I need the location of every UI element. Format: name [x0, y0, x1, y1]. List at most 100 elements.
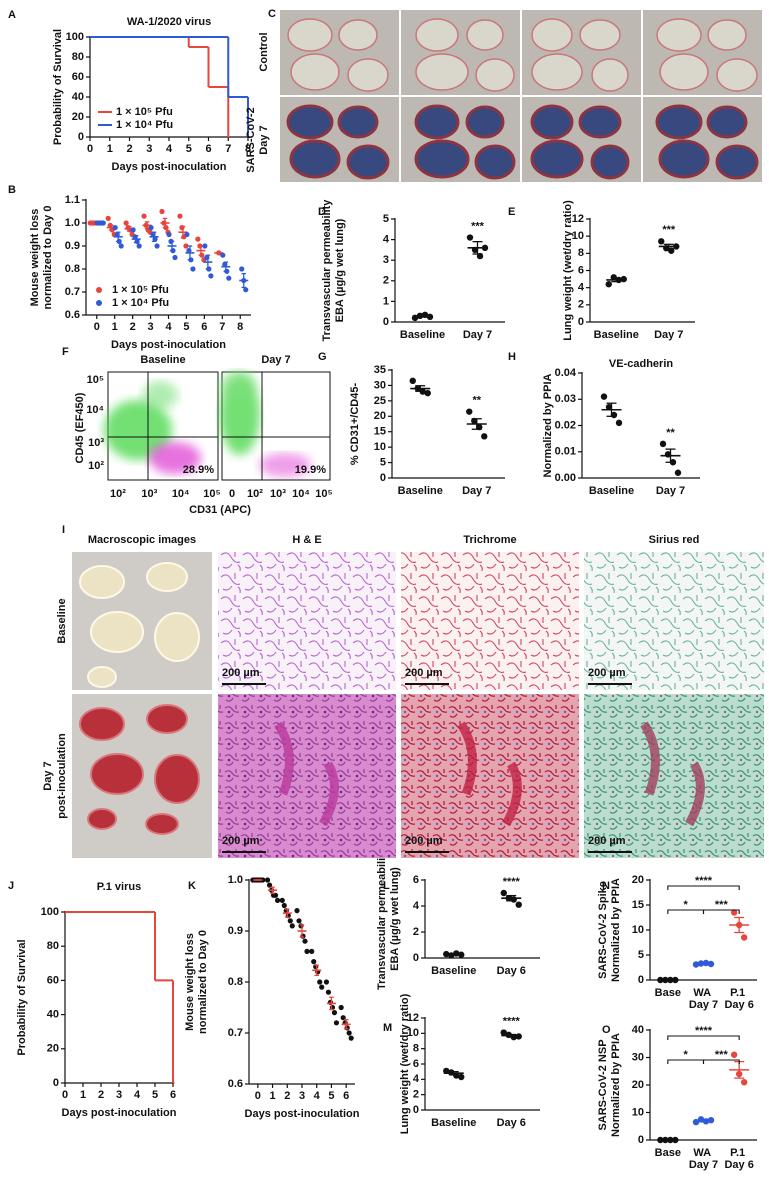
x-tick-label: 0	[62, 1089, 68, 1101]
y-tick-label: 100	[41, 906, 59, 918]
x-tick-label: Day 7	[656, 485, 685, 497]
data-point	[243, 287, 249, 293]
x-tick-label: 5	[328, 1090, 334, 1102]
x-tick-label: 0	[229, 488, 235, 500]
error-bar	[665, 448, 676, 463]
photo-organ	[286, 104, 334, 140]
y-axis-label: Transvascular permeability	[321, 199, 333, 342]
significance: ****	[503, 1015, 521, 1027]
significance: ****	[503, 876, 521, 888]
data-point	[195, 236, 201, 242]
data-point	[208, 273, 214, 279]
error-bar	[187, 245, 193, 261]
y-tick-label: 40	[72, 91, 84, 103]
row-label: SARS-CoV-2	[245, 107, 257, 172]
x-tick-label: 10⁴	[172, 488, 190, 500]
histology-image	[218, 552, 396, 690]
y-tick-label: 0	[380, 472, 386, 484]
data-point	[327, 999, 334, 1006]
data-point	[458, 1073, 465, 1081]
data-point	[674, 469, 682, 476]
data-point	[348, 1035, 354, 1041]
histology-image	[218, 694, 396, 858]
scale-bar-label: 200 µm	[405, 667, 443, 679]
legend-label: 1 × 10⁴ Pfu	[112, 297, 169, 309]
scale-bar-label: 200 µm	[588, 835, 626, 847]
data-point	[620, 275, 627, 283]
panel-letter: F	[62, 346, 69, 358]
macro-organ	[146, 562, 188, 592]
x-tick-label: 10⁵	[315, 488, 332, 500]
comparison-bracket	[702, 909, 740, 914]
x-tick-label: 10²	[247, 488, 263, 500]
y-axis-label: normalized to Day 0	[42, 206, 54, 310]
data-point	[615, 419, 623, 427]
error-bar	[205, 254, 211, 270]
error-bar	[126, 225, 132, 232]
y-tick-label: 0.03	[555, 393, 576, 405]
y-tick-label: 40	[632, 1024, 644, 1036]
data-point	[112, 225, 118, 231]
y-tick-label: 8	[413, 1043, 419, 1055]
y-tick-label: 30	[632, 1051, 644, 1063]
x-tick-label: Baseline	[431, 1117, 476, 1129]
y-tick-label: 4	[413, 1073, 420, 1085]
y-tick-label: 35	[374, 364, 386, 376]
x-tick-label: 7	[225, 143, 231, 155]
error-bar	[448, 953, 459, 956]
y-tick-label: 10⁵	[87, 374, 104, 386]
scale-bar-label: 200 µm	[222, 835, 260, 847]
y-axis-label: SARS-CoV-2 NSP	[597, 1039, 609, 1130]
data-point	[296, 918, 302, 924]
macro-organ	[79, 565, 125, 599]
comparison-bracket	[667, 885, 740, 890]
error-bar	[506, 1033, 517, 1038]
gate-percent: 28.9%	[183, 464, 214, 476]
x-tick-label: 6	[343, 1090, 349, 1102]
error-bar	[448, 1071, 459, 1076]
photo-organ	[337, 105, 379, 139]
macro-organ	[87, 808, 117, 830]
column-header: H & E	[292, 534, 321, 546]
y-tick-label: 4	[383, 234, 390, 246]
panel-letter: B	[8, 184, 16, 196]
error-bar	[506, 894, 517, 902]
y-tick-label: 0.6	[228, 1078, 243, 1090]
panel-letter: I	[62, 524, 65, 536]
photo-organ	[655, 104, 703, 140]
error-bar	[285, 908, 290, 918]
y-axis-label: Mouse weight loss	[29, 209, 41, 307]
x-tick-label: 5	[183, 321, 189, 333]
data-point	[730, 1051, 738, 1058]
comparison-label: ***	[715, 1049, 729, 1061]
data-point	[159, 208, 165, 215]
y-axis-label: CD45 (EF450)	[74, 392, 86, 463]
x-tick-label: 2	[284, 1090, 290, 1102]
data-point	[409, 377, 416, 384]
y-tick-label: 80	[72, 51, 84, 63]
photo-organ	[531, 53, 583, 91]
y-tick-label: 15	[374, 426, 386, 438]
panel-letter: A	[8, 9, 16, 21]
y-tick-label: 4	[578, 282, 585, 294]
histology-image	[584, 552, 764, 690]
data-point	[466, 234, 474, 241]
y-axis-label: Probability of Survival	[16, 939, 28, 1055]
x-tick-label: P.1 Day 6	[724, 987, 753, 1011]
photo-organ	[475, 58, 515, 92]
panel-letter: H	[508, 351, 516, 363]
x-tick-label: 0	[94, 321, 100, 333]
row-label: Day 7	[42, 761, 54, 790]
row-label: Control	[258, 32, 270, 71]
x-tick-label: 8	[237, 321, 243, 333]
y-tick-label: 0.9	[228, 925, 243, 937]
x-tick-label: 3	[116, 1089, 122, 1101]
x-tick-label: Baseline	[398, 485, 443, 497]
y-tick-label: 10	[572, 230, 584, 242]
y-axis-label: EBA (µg/g wet lung)	[334, 218, 346, 322]
y-tick-label: 12	[572, 213, 584, 225]
x-tick-label: 1	[269, 1090, 275, 1102]
y-tick-label: 6	[413, 874, 419, 886]
data-point	[190, 266, 196, 272]
